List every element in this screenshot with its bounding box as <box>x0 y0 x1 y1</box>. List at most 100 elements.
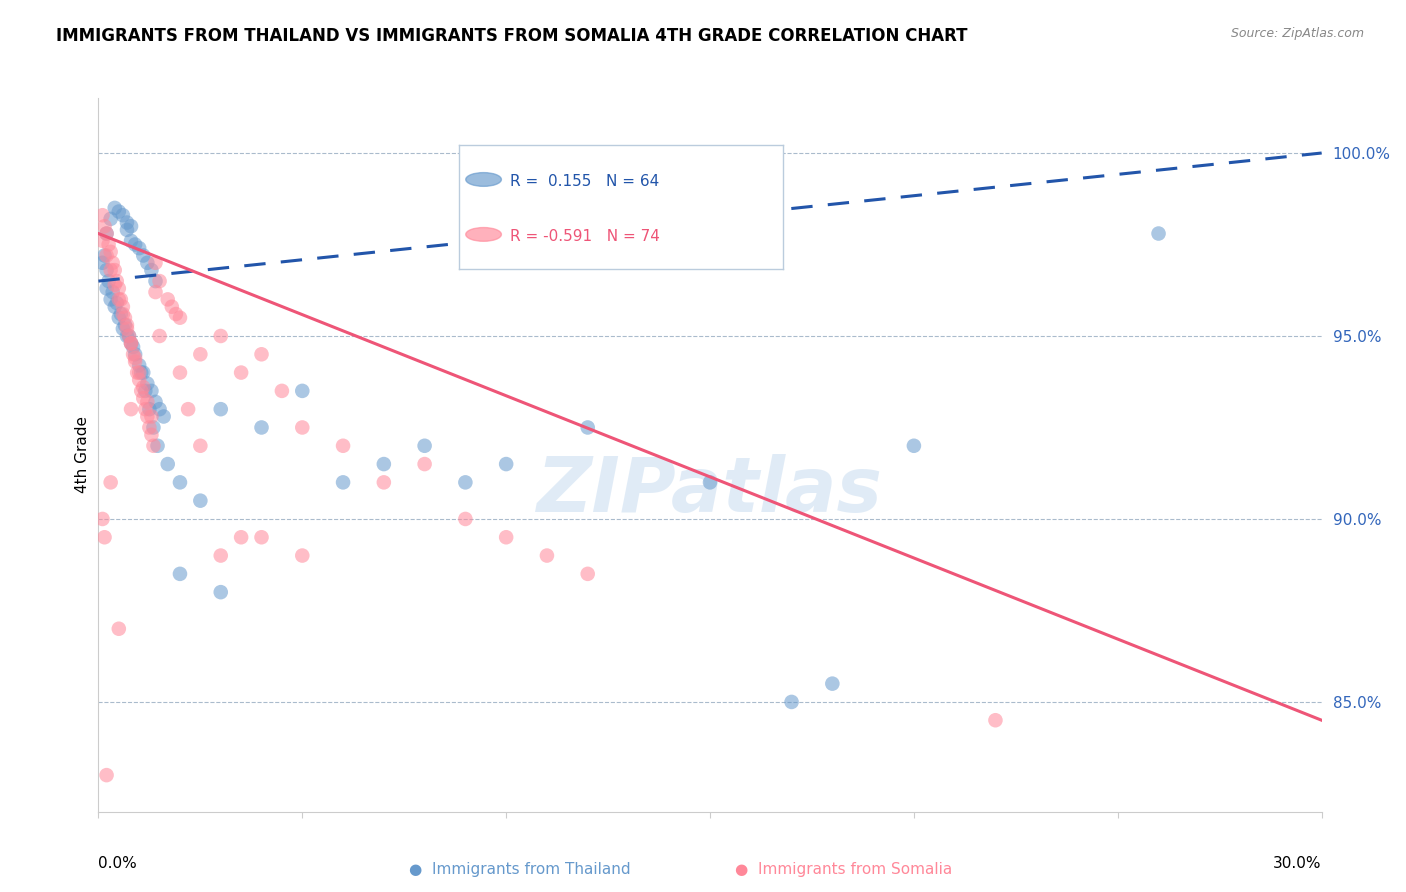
Point <box>188 439 212 453</box>
Point <box>100 211 122 226</box>
Point <box>332 439 354 453</box>
Point <box>270 384 294 398</box>
Point <box>138 402 160 417</box>
Point <box>141 427 163 442</box>
Point <box>141 409 163 424</box>
Point <box>108 622 131 636</box>
Point <box>821 676 844 690</box>
Text: 30.0%: 30.0% <box>1274 855 1322 871</box>
Point <box>169 366 191 380</box>
Point <box>111 307 134 321</box>
Point <box>118 329 141 343</box>
Point <box>115 318 138 332</box>
Point <box>105 296 128 310</box>
Point <box>145 395 167 409</box>
Point <box>101 285 124 299</box>
Point <box>91 256 114 270</box>
Point <box>115 215 138 229</box>
Point <box>132 248 155 262</box>
Point <box>156 457 179 471</box>
Point <box>105 274 128 288</box>
Point <box>136 376 159 391</box>
Point <box>165 307 187 321</box>
Point <box>100 263 122 277</box>
Point <box>124 351 146 365</box>
Point <box>93 530 115 544</box>
Point <box>128 373 150 387</box>
Point <box>104 300 127 314</box>
Point <box>122 340 145 354</box>
Point <box>128 241 150 255</box>
Point <box>536 549 558 563</box>
Point <box>91 512 114 526</box>
Point <box>96 263 118 277</box>
Point <box>114 310 136 325</box>
Point <box>128 358 150 372</box>
Point <box>250 420 273 434</box>
Point <box>132 366 155 380</box>
Point <box>134 402 156 417</box>
Point <box>96 227 118 241</box>
Point <box>122 347 145 361</box>
Point <box>149 329 172 343</box>
Point <box>149 402 172 417</box>
Point <box>576 420 599 434</box>
Point <box>124 347 146 361</box>
Point <box>111 321 134 335</box>
Point <box>96 768 118 782</box>
Point <box>124 354 146 368</box>
Point <box>104 201 127 215</box>
Point <box>250 347 273 361</box>
Point <box>209 585 232 599</box>
Point <box>136 409 159 424</box>
Point <box>136 395 159 409</box>
Point <box>111 208 134 222</box>
Point <box>118 329 141 343</box>
Point <box>209 402 232 417</box>
Point <box>129 366 152 380</box>
Text: Source: ZipAtlas.com: Source: ZipAtlas.com <box>1230 27 1364 40</box>
Point <box>100 475 122 490</box>
Point <box>128 366 150 380</box>
Point <box>120 336 142 351</box>
Point <box>127 366 149 380</box>
Point <box>100 244 122 259</box>
Point <box>177 402 200 417</box>
Point <box>120 336 142 351</box>
Point <box>132 391 155 405</box>
Point <box>96 248 118 262</box>
Point <box>146 439 169 453</box>
Point <box>188 347 212 361</box>
Point <box>332 475 354 490</box>
Point <box>291 384 314 398</box>
Point <box>115 321 138 335</box>
Point <box>169 566 191 581</box>
Point <box>132 380 155 394</box>
Point <box>145 285 167 299</box>
Point <box>209 549 232 563</box>
Point <box>152 409 174 424</box>
Point <box>108 281 131 295</box>
Point <box>984 713 1007 727</box>
Point <box>231 530 253 544</box>
Point <box>96 227 118 241</box>
Point <box>142 439 165 453</box>
Text: ZIPatlas: ZIPatlas <box>537 454 883 527</box>
Point <box>495 530 517 544</box>
Point <box>169 310 191 325</box>
Point <box>120 402 142 417</box>
Text: IMMIGRANTS FROM THAILAND VS IMMIGRANTS FROM SOMALIA 4TH GRADE CORRELATION CHART: IMMIGRANTS FROM THAILAND VS IMMIGRANTS F… <box>56 27 967 45</box>
Point <box>110 293 132 307</box>
Point <box>93 248 115 262</box>
Point <box>114 318 136 332</box>
Point <box>413 439 436 453</box>
Point <box>156 293 179 307</box>
Point <box>141 384 163 398</box>
Point <box>373 475 395 490</box>
Point <box>111 300 134 314</box>
Point <box>1147 227 1170 241</box>
Point <box>120 219 142 234</box>
Point <box>104 263 127 277</box>
Point <box>108 293 131 307</box>
Point <box>699 475 721 490</box>
